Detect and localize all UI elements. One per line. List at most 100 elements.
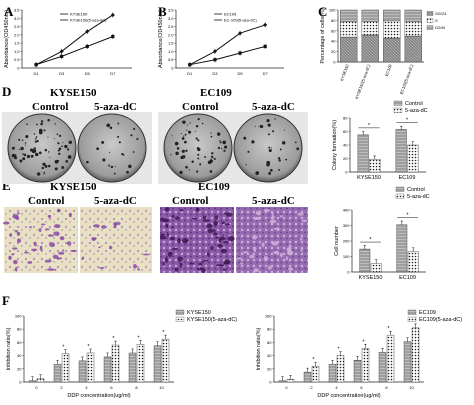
chart-b-y-label: Absorbance(OD450nm) (158, 10, 164, 68)
chart-f2-y-tick-label: 100 (265, 314, 272, 319)
colony-dot (34, 140, 37, 143)
chart-d-y-tick-label: 20 (343, 156, 348, 161)
transwell-cell (271, 241, 279, 246)
chart-f1-legend-label: KYSE150 (187, 310, 211, 316)
colony-dot (197, 118, 200, 121)
chart-f2-x-label: DDP concentration(ug/ml) (317, 393, 380, 399)
colony-dot (294, 141, 297, 144)
colony-dot (175, 151, 179, 156)
chart-f2-legend-swatch (407, 316, 417, 322)
colony-dot (65, 145, 68, 148)
colony-dot (96, 147, 100, 151)
chart-e-y-tick-label: 0 (347, 270, 350, 275)
transwell-cell (201, 267, 206, 273)
transwell-cell (215, 236, 219, 239)
dish-kyse150-control (7, 113, 77, 183)
chart-f1-x-tick-label: 2 (60, 385, 63, 390)
chart-a-growth-kyse150: 0 0.5 1.0 1.5 2.0 2.5 3.0 3.5 Absorbance(OD450nm… (4, 8, 132, 76)
transwell-cell (31, 248, 38, 251)
transwell-cell (171, 214, 175, 218)
transwell-cell (38, 228, 42, 233)
chart-f2-bar (303, 371, 312, 383)
photo-d-treated-label-2: 5-aza-dC (252, 101, 295, 113)
colony-dot (210, 135, 213, 138)
colony-dot (43, 173, 45, 175)
chart-b-y-tick-label: 1.0 (168, 49, 174, 54)
colony-dot (66, 161, 69, 163)
panel-letter-d: D (2, 84, 11, 99)
transwell-cell (261, 242, 265, 247)
chart-c-bar-segment (404, 35, 422, 63)
colony-dot (113, 172, 116, 175)
chart-c-bar-segment (404, 21, 422, 37)
colony-dot (182, 120, 186, 124)
chart-c-legend-swatch (426, 25, 434, 30)
transwell-cell (16, 212, 20, 215)
chart-a-legend-label: KYSE150(5-aza-dC) (70, 18, 107, 23)
colony-dot (188, 130, 192, 134)
transwell-cell (11, 253, 15, 256)
chart-b-x-tick-label: D1 (187, 71, 193, 76)
colony-dot (40, 120, 44, 123)
colony-dot (117, 122, 120, 125)
colony-dot (132, 151, 135, 153)
colony-dot (255, 171, 260, 175)
chart-c-x-tick-label: KYSE150 (339, 63, 350, 82)
transwell-cell (167, 252, 173, 258)
chart-f1-bar (61, 353, 70, 383)
chart-f1-bar (28, 380, 37, 383)
transwell-cell (132, 264, 137, 269)
transwell-cell (24, 251, 29, 254)
transwell-cell (206, 223, 213, 229)
colony-dot (66, 148, 70, 151)
colony-dot (184, 140, 187, 144)
chart-f2-bar (386, 334, 395, 383)
transwell-cell (56, 208, 61, 213)
chart-d-colony-formation: 0 20 40 60 80 Colony formation(%) KYSE150 EC109… (332, 100, 428, 181)
chart-f2-x-tick-label: 8 (385, 385, 388, 390)
colony-dot (42, 162, 46, 166)
transwell-cell (222, 268, 227, 271)
transwell-cell (163, 218, 170, 223)
colony-dot (123, 154, 125, 156)
colony-dot (22, 157, 26, 161)
photo-d-treated-label-1: 5-aza-dC (94, 101, 137, 113)
transwell-cell (301, 219, 308, 223)
chart-f2-bar (403, 341, 412, 383)
colony-dot (53, 138, 55, 140)
transwell-cell (13, 259, 18, 265)
chart-f2-legend-label: EC109 (419, 310, 436, 316)
chart-d-bar (395, 129, 407, 173)
colony-dot (266, 162, 270, 167)
transwell-cell (227, 236, 235, 242)
colony-dot (117, 135, 120, 138)
colony-dot (196, 147, 200, 150)
transwell-cell (174, 216, 180, 220)
transwell-cell (160, 233, 165, 237)
chart-b-y-tick-label: 0 (171, 66, 174, 71)
transwell-cell (218, 264, 225, 267)
chart-f2-y-tick-label: 80 (267, 327, 272, 332)
transwell-cell (166, 233, 169, 237)
chart-a-y-tick-label: 3.5 (14, 8, 20, 13)
transwell-cell (263, 209, 270, 212)
colony-dot (41, 166, 44, 170)
colony-dot (57, 142, 60, 145)
colony-dot (47, 118, 50, 122)
transwell-cell (162, 261, 165, 266)
transwell-blobs (2, 207, 308, 273)
transwell-cell (221, 221, 226, 224)
transwell-cell (288, 244, 292, 248)
transwell-cell (113, 221, 118, 226)
colony-dot (180, 155, 184, 160)
chart-d-y-tick-label: 40 (343, 143, 348, 148)
chart-c-bar-segment (361, 21, 379, 36)
chart-f1-bar (103, 356, 112, 383)
chart-d-bar (357, 134, 369, 173)
colony-dot (174, 141, 179, 146)
colony-dot (30, 154, 34, 158)
transwell-cell (271, 212, 275, 215)
chart-f2-y-tick-label: 40 (267, 353, 272, 358)
chart-c-legend-label: G0/G1 (435, 11, 448, 16)
colony-dot (26, 123, 28, 126)
